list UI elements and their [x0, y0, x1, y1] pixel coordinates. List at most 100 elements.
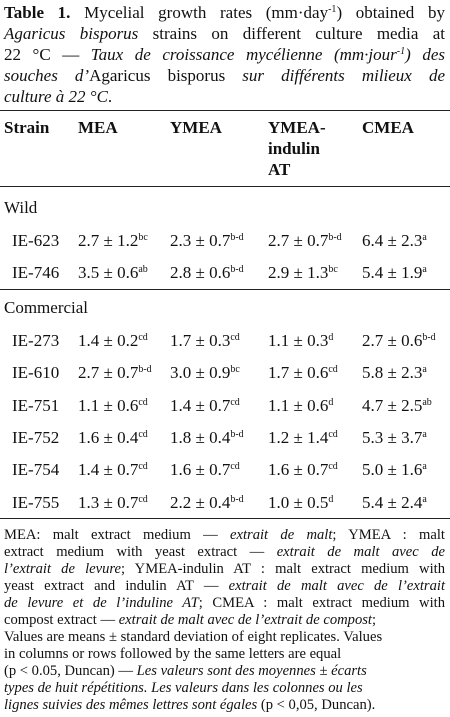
text-run: ; YMEA : malt: [332, 527, 445, 543]
letters: cd: [328, 461, 338, 473]
text-run: -1: [328, 4, 337, 15]
header-cell: CMEA: [362, 118, 414, 137]
letters: cd: [138, 493, 148, 505]
value: 1.4 ± 0.7: [170, 395, 231, 415]
value: 2.2 ± 0.4: [170, 492, 231, 512]
text-run: Agaricus bisporus: [4, 24, 139, 43]
value-cell: 2.9 ± 1.3bc: [268, 262, 338, 283]
letters: cd: [138, 396, 148, 408]
header-cell: YMEA: [170, 118, 222, 137]
text-run: Table 1.: [4, 3, 71, 22]
value: 1.6 ± 0.7: [268, 460, 329, 480]
value: 2.7 ± 0.7: [268, 231, 329, 250]
letters: b-d: [328, 232, 342, 243]
text-line: yeast extract and indulin AT — extrait d…: [4, 578, 445, 595]
value: 5.3 ± 3.7: [362, 427, 423, 447]
value-cell: 2.2 ± 0.4b-d: [170, 492, 244, 513]
text-run: strains on different culture media at: [138, 24, 445, 43]
text-run: ; YMEA-indulin AT : malt extract medium …: [121, 561, 445, 577]
text-run: souches d’: [4, 66, 90, 85]
value-cell: 2.7 ± 0.7b-d: [78, 362, 152, 383]
letters: cd: [230, 332, 240, 343]
text-run: sur différents milieux de: [225, 66, 446, 85]
text-run: (p < 0,05, Duncan).: [257, 697, 376, 713]
text-run: 22 °C —: [4, 45, 91, 64]
value-cell: 5.0 ± 1.6a: [362, 459, 427, 480]
text-line: (p < 0.05, Duncan) — Les valeurs sont de…: [4, 663, 445, 680]
strain-cell: IE-610: [12, 363, 60, 383]
strain-cell: IE-754: [12, 460, 60, 480]
value-cell: 6.4 ± 2.3a: [362, 230, 427, 251]
letters: a: [422, 493, 427, 505]
value: 1.1 ± 0.6: [268, 395, 329, 415]
text-run: lignes suivies des mêmes lettres sont ég…: [4, 697, 258, 713]
text-run: yeast extract and indulin AT —: [4, 578, 229, 594]
text-run: -1: [396, 46, 406, 57]
text-run: Les valeurs sont des moyennes ± écarts: [136, 663, 367, 679]
letters: cd: [230, 461, 240, 473]
value-cell: 5.3 ± 3.7a: [362, 427, 427, 448]
value: 5.4 ± 2.4: [362, 492, 423, 512]
value: 3.0 ± 0.9: [170, 363, 231, 383]
rule: [0, 518, 450, 519]
header-cell: MEA: [78, 118, 118, 137]
letters: b-d: [230, 264, 244, 276]
letters: a: [422, 264, 427, 276]
value-cell: 2.7 ± 0.7b-d: [268, 230, 342, 251]
header-cell: AT: [268, 160, 291, 179]
letters: cd: [328, 364, 338, 376]
text-line: lignes suivies des mêmes lettres sont ég…: [4, 697, 445, 714]
value-cell: 1.6 ± 0.4cd: [78, 427, 148, 448]
value-cell: 1.7 ± 0.6cd: [268, 362, 338, 383]
letters: b-d: [138, 364, 152, 376]
letters: ab: [138, 264, 148, 276]
rule: [0, 110, 450, 111]
text-line: compost extract — extrait de malt avec d…: [4, 612, 445, 629]
text-run: types de huit répétitions. Les valeurs d…: [4, 680, 363, 696]
value: 5.0 ± 1.6: [362, 460, 423, 480]
text-run: ;: [372, 612, 377, 628]
value: 3.5 ± 0.6: [78, 263, 139, 283]
value-cell: 4.7 ± 2.5ab: [362, 395, 432, 416]
value-cell: 2.8 ± 0.6b-d: [170, 262, 244, 283]
header-cell: Strain: [4, 118, 50, 137]
strain-cell: IE-623: [12, 231, 60, 250]
letters: d: [328, 396, 334, 408]
text-run: extrait de malt avec de l’extrait: [228, 578, 445, 594]
letters: d: [328, 332, 334, 343]
value: 1.1 ± 0.3: [268, 331, 329, 350]
letters: a: [422, 364, 427, 376]
value-cell: 5.4 ± 2.4a: [362, 492, 427, 513]
value: 1.3 ± 0.7: [78, 492, 139, 512]
text-line: in columns or rows followed by the same …: [4, 646, 445, 663]
text-line: Table 1. Mycelial growth rates (mm·day-1…: [4, 2, 445, 23]
text-run: (p < 0.05, Duncan) —: [4, 663, 137, 679]
rule: [0, 186, 450, 187]
text-run: ) des: [405, 45, 445, 64]
text-run: extrait de malt avec de l’extrait de com…: [118, 612, 372, 628]
header-cell: YMEA-: [268, 118, 326, 137]
strain-cell: IE-752: [12, 427, 60, 447]
value: 2.8 ± 0.6: [170, 263, 231, 283]
text-run: Agaricus bisporus: [89, 66, 226, 85]
letters: ab: [422, 396, 432, 408]
letters: bc: [328, 264, 338, 276]
value: 1.1 ± 0.6: [78, 395, 139, 415]
text-run: Values are means ± standard deviation of…: [4, 629, 383, 645]
text-line: MEA: malt extract medium — extrait de ma…: [4, 527, 445, 544]
strain-cell: IE-746: [12, 263, 60, 283]
value: 1.6 ± 0.7: [170, 460, 231, 480]
value-cell: 1.6 ± 0.7cd: [268, 459, 338, 480]
letters: bc: [230, 364, 240, 376]
value: 1.7 ± 0.6: [268, 363, 329, 383]
text-run: ) obtained by: [336, 3, 445, 22]
letters: a: [422, 461, 427, 473]
text-run: Taux de croissance mycélienne (mm·jour: [90, 45, 397, 64]
value-cell: 2.7 ± 1.2bc: [78, 230, 148, 251]
text-line: de levure et de l’induline AT; CMEA : ma…: [4, 595, 445, 612]
value-cell: 1.8 ± 0.4b-d: [170, 427, 244, 448]
value-cell: 3.0 ± 0.9bc: [170, 362, 240, 383]
value-cell: 1.3 ± 0.7cd: [78, 492, 148, 513]
letters: bc: [138, 232, 148, 243]
value-cell: 5.4 ± 1.9a: [362, 262, 427, 283]
